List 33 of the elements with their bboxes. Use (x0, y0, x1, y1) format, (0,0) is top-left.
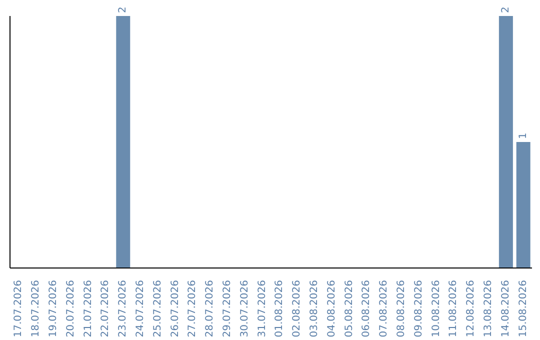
x-tick-label: 02.08.2026 (292, 280, 303, 338)
data-label: 2 (118, 6, 129, 13)
x-tick-label: 17.07.2026 (13, 280, 24, 338)
x-tick-label: 22.07.2026 (100, 280, 112, 338)
x-tick-label: 31.07.2026 (256, 280, 268, 338)
x-tick-label: 21.07.2026 (82, 280, 94, 338)
x-tick-label: 12.08.2026 (466, 280, 477, 338)
x-tick-label: 28.07.2026 (204, 280, 216, 338)
x-tick-label: 03.08.2026 (309, 280, 320, 338)
x-tick-label: 01.08.2026 (274, 280, 286, 338)
x-tick-label: 30.07.2026 (239, 280, 250, 338)
x-tick-label: 05.08.2026 (344, 280, 355, 338)
x-tick-label: 24.07.2026 (135, 280, 146, 338)
x-tick-label: 25.07.2026 (152, 280, 164, 338)
x-tick-label: 08.08.2026 (396, 280, 407, 338)
x-tick-label: 18.07.2026 (30, 280, 42, 338)
x-tick-label: 23.07.2026 (118, 280, 129, 338)
x-tick-label: 29.07.2026 (222, 280, 233, 338)
x-tick-label: 04.08.2026 (326, 280, 338, 338)
x-tick-label: 13.08.2026 (483, 280, 494, 338)
x-tick-label: 27.07.2026 (187, 280, 198, 338)
data-label: 2 (500, 6, 512, 13)
data-label: 1 (518, 132, 529, 139)
x-tick-label: 07.08.2026 (378, 280, 390, 338)
x-tick-label: 26.07.2026 (170, 280, 181, 338)
x-tick-label: 09.08.2026 (413, 280, 424, 338)
x-tick-label: 20.07.2026 (65, 280, 76, 338)
x-tick-label: 11.08.2026 (448, 280, 460, 338)
x-tick-label: 15.08.2026 (518, 280, 529, 338)
x-tick-label: 10.08.2026 (430, 280, 442, 338)
x-tick-label: 06.08.2026 (361, 280, 372, 338)
x-tick-label: 14.08.2026 (500, 280, 512, 338)
x-tick-label: 19.07.2026 (48, 280, 59, 338)
